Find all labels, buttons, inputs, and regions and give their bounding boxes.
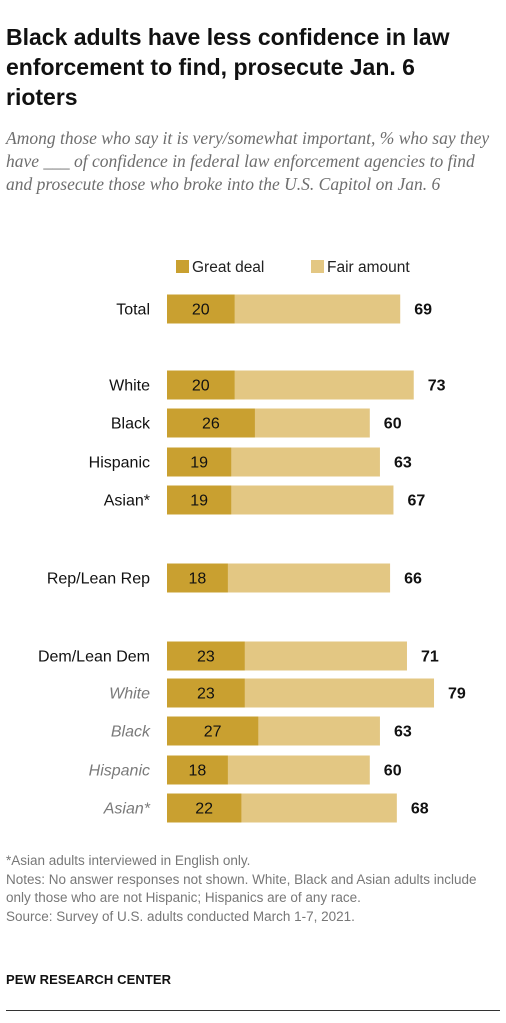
net-total-label: 79 [448,686,466,703]
legend-label-fair-amount: Fair amount [327,259,410,276]
bar-great-deal [167,793,242,823]
great-deal-value-label: 23 [197,649,215,666]
category-label: Black [111,416,151,433]
notes-text: Notes: No answer responses not shown. Wh… [6,871,477,906]
net-total-label: 69 [414,302,432,319]
asterisk-note: *Asian adults interviewed in English onl… [6,853,251,868]
bar-great-deal [167,447,232,477]
bar-great-deal [167,641,245,671]
great-deal-value-label: 27 [204,724,222,741]
great-deal-value-label: 26 [202,416,220,433]
category-label: White [109,378,150,395]
great-deal-value-label: 19 [190,455,208,472]
bar-great-deal [167,563,228,593]
net-total-label: 63 [394,724,412,741]
net-total-label: 68 [411,801,429,818]
net-total-label: 66 [404,571,422,588]
bottom-rule [6,1010,500,1011]
bar-great-deal [167,755,228,785]
category-label: Asian* [103,801,151,818]
great-deal-value-label: 22 [195,801,213,818]
great-deal-value-label: 23 [197,686,215,703]
legend-swatch-fair-amount [311,260,324,273]
category-label: Hispanic [89,763,150,780]
net-total-label: 71 [421,649,439,666]
source-text: Source: Survey of U.S. adults conducted … [6,908,355,924]
category-label: Black [111,724,151,741]
great-deal-value-label: 19 [190,493,208,510]
footnotes: *Asian adults interviewed in English onl… [6,852,498,926]
bar-great-deal [167,485,232,515]
great-deal-value-label: 20 [192,378,210,395]
net-total-label: 60 [384,763,402,780]
category-label: White [109,686,150,703]
great-deal-value-label: 18 [189,763,207,780]
net-total-label: 60 [384,416,402,433]
great-deal-value-label: 18 [189,571,207,588]
bar-great-deal [167,716,259,746]
chart-title: Black adults have less confidence in law… [6,24,450,110]
great-deal-value-label: 20 [192,302,210,319]
category-label: Rep/Lean Rep [47,571,150,588]
org-credit: PEW RESEARCH CENTER [6,972,172,987]
bar-great-deal [167,678,245,708]
category-label: Total [116,302,150,319]
bar-great-deal [167,370,235,400]
legend-label-great-deal: Great deal [192,259,264,276]
chart-subtitle: Among those who say it is very/somewhat … [6,128,490,194]
category-label: Dem/Lean Dem [38,649,150,666]
stacked-bar-chart: Great deal Fair amount Total 20 69 White 20 73 B… [38,259,466,823]
net-total-label: 73 [428,378,446,395]
bar-great-deal [167,294,235,324]
category-label: Hispanic [89,455,150,472]
bar-great-deal [167,408,255,438]
net-total-label: 67 [407,493,425,510]
net-total-label: 63 [394,455,412,472]
legend-swatch-great-deal [176,260,189,273]
category-label: Asian* [104,493,150,510]
